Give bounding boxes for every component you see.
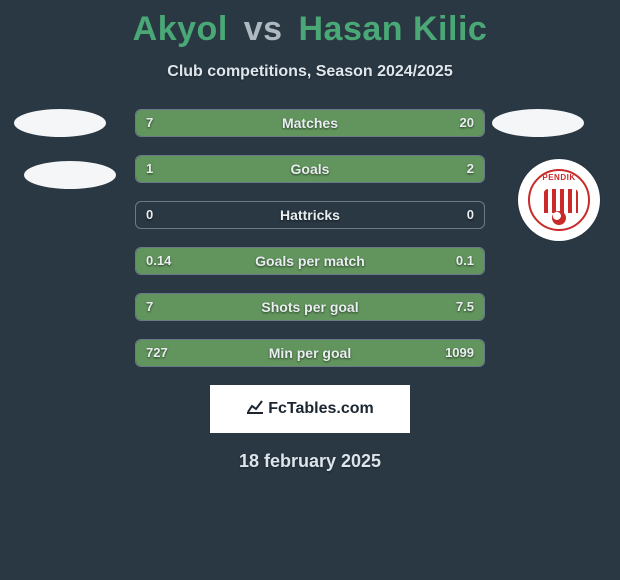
date-text: 18 february 2025 [0,451,620,472]
stat-row: 0.140.1Goals per match [135,247,485,275]
stat-row: 720Matches [135,109,485,137]
club-badge-inner: PENDIK [528,169,590,231]
bar-right [275,340,484,366]
bar-right [226,110,484,136]
player2-club-logo-placeholder [492,109,584,137]
player2-name: Hasan Kilic [299,10,488,48]
bar-right [339,248,484,274]
source-badge: FcTables.com [210,385,410,433]
player1-name: Akyol [133,10,228,48]
stat-row: 12Goals [135,155,485,183]
chart-icon [246,398,264,421]
stat-value-left: 0 [146,202,153,228]
bar-left [136,156,252,182]
bar-right [304,294,484,320]
stat-row: 77.5Shots per goal [135,293,485,321]
stat-rows: 720Matches 12Goals 0 0Hattricks 0.140.1Goals… [0,109,620,367]
stat-row: 7271099Min per goal [135,339,485,367]
club-badge-ball-icon [552,211,566,225]
bar-left [136,248,339,274]
source-text: FcTables.com [268,400,374,418]
player1-club-logo-placeholder [14,109,106,137]
bar-left [136,340,275,366]
subtitle: Club competitions, Season 2024/2025 [0,63,620,81]
bar-left [136,294,304,320]
bar-left [136,110,226,136]
stat-label: Hattricks [136,202,484,228]
player2-club-badge: PENDIK [518,159,600,241]
stat-value-right: 0 [467,202,474,228]
stat-row: 0 0Hattricks [135,201,485,229]
chart-area: PENDIK 720Matches 12Goals 0 0Hattricks 0.140… [0,109,620,367]
bar-right [252,156,484,182]
club-badge-name: PENDIK [530,173,588,182]
comparison-title: Akyol vs Hasan Kilic [0,0,620,49]
vs-text: vs [244,10,283,48]
player1-club-logo-placeholder-2 [24,161,116,189]
club-badge-stripes-icon [544,189,578,213]
